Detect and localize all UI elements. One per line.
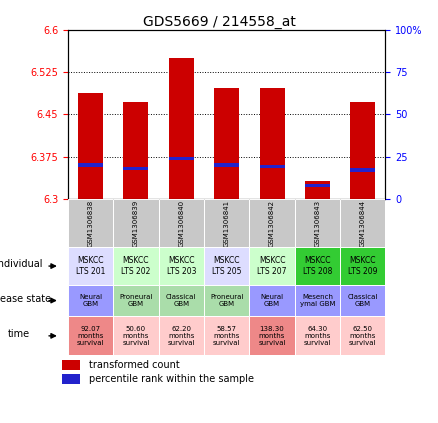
Text: Classical
GBM: Classical GBM bbox=[348, 294, 378, 307]
Text: 62.50
months
survival: 62.50 months survival bbox=[349, 326, 377, 346]
Text: Neural
GBM: Neural GBM bbox=[261, 294, 283, 307]
Text: Classical
GBM: Classical GBM bbox=[166, 294, 197, 307]
Bar bbox=[124, 102, 148, 199]
Text: MSKCC
LTS 208: MSKCC LTS 208 bbox=[303, 256, 332, 276]
Text: Proneural
GBM: Proneural GBM bbox=[119, 294, 152, 307]
Text: MSKCC
LTS 207: MSKCC LTS 207 bbox=[257, 256, 287, 276]
Text: 50.60
months
survival: 50.60 months survival bbox=[122, 326, 150, 346]
Text: 58.57
months
survival: 58.57 months survival bbox=[213, 326, 240, 346]
Bar bbox=[169, 157, 194, 160]
Text: MSKCC
LTS 202: MSKCC LTS 202 bbox=[121, 256, 151, 276]
Bar bbox=[214, 88, 239, 199]
Text: Neural
GBM: Neural GBM bbox=[79, 294, 102, 307]
Text: 64.30
months
survival: 64.30 months survival bbox=[304, 326, 331, 346]
Text: 92.07
months
survival: 92.07 months survival bbox=[77, 326, 104, 346]
Bar bbox=[169, 58, 194, 199]
Text: individual: individual bbox=[0, 259, 43, 269]
Text: MSKCC
LTS 205: MSKCC LTS 205 bbox=[212, 256, 241, 276]
Bar bbox=[260, 165, 285, 168]
Text: disease state: disease state bbox=[0, 294, 52, 304]
Text: GSM1306840: GSM1306840 bbox=[178, 200, 184, 247]
Text: MSKCC
LTS 201: MSKCC LTS 201 bbox=[76, 256, 105, 276]
Text: GSM1306838: GSM1306838 bbox=[88, 200, 94, 247]
Bar bbox=[124, 167, 148, 170]
Text: Proneural
GBM: Proneural GBM bbox=[210, 294, 244, 307]
Bar bbox=[78, 163, 103, 167]
Text: MSKCC
LTS 209: MSKCC LTS 209 bbox=[348, 256, 378, 276]
Text: time: time bbox=[8, 329, 30, 339]
Text: percentile rank within the sample: percentile rank within the sample bbox=[88, 374, 254, 384]
Text: 62.20
months
survival: 62.20 months survival bbox=[168, 326, 195, 346]
Text: GSM1306844: GSM1306844 bbox=[360, 200, 366, 247]
Text: GSM1306841: GSM1306841 bbox=[224, 200, 230, 247]
Bar bbox=[63, 360, 81, 370]
Bar bbox=[63, 374, 81, 384]
Text: transformed count: transformed count bbox=[88, 360, 180, 370]
Bar bbox=[350, 168, 375, 172]
Bar bbox=[305, 181, 330, 199]
Text: GSM1306842: GSM1306842 bbox=[269, 200, 275, 247]
Text: 138.30
months
survival: 138.30 months survival bbox=[258, 326, 286, 346]
Text: GSM1306839: GSM1306839 bbox=[133, 200, 139, 247]
Text: GDS5669 / 214558_at: GDS5669 / 214558_at bbox=[142, 15, 296, 29]
Bar bbox=[350, 102, 375, 199]
Bar bbox=[305, 184, 330, 187]
Bar bbox=[260, 88, 285, 199]
Text: Mesench
ymal GBM: Mesench ymal GBM bbox=[300, 294, 335, 307]
Text: GSM1306843: GSM1306843 bbox=[314, 200, 320, 247]
Text: MSKCC
LTS 203: MSKCC LTS 203 bbox=[166, 256, 196, 276]
Bar bbox=[214, 163, 239, 167]
Bar bbox=[78, 93, 103, 199]
